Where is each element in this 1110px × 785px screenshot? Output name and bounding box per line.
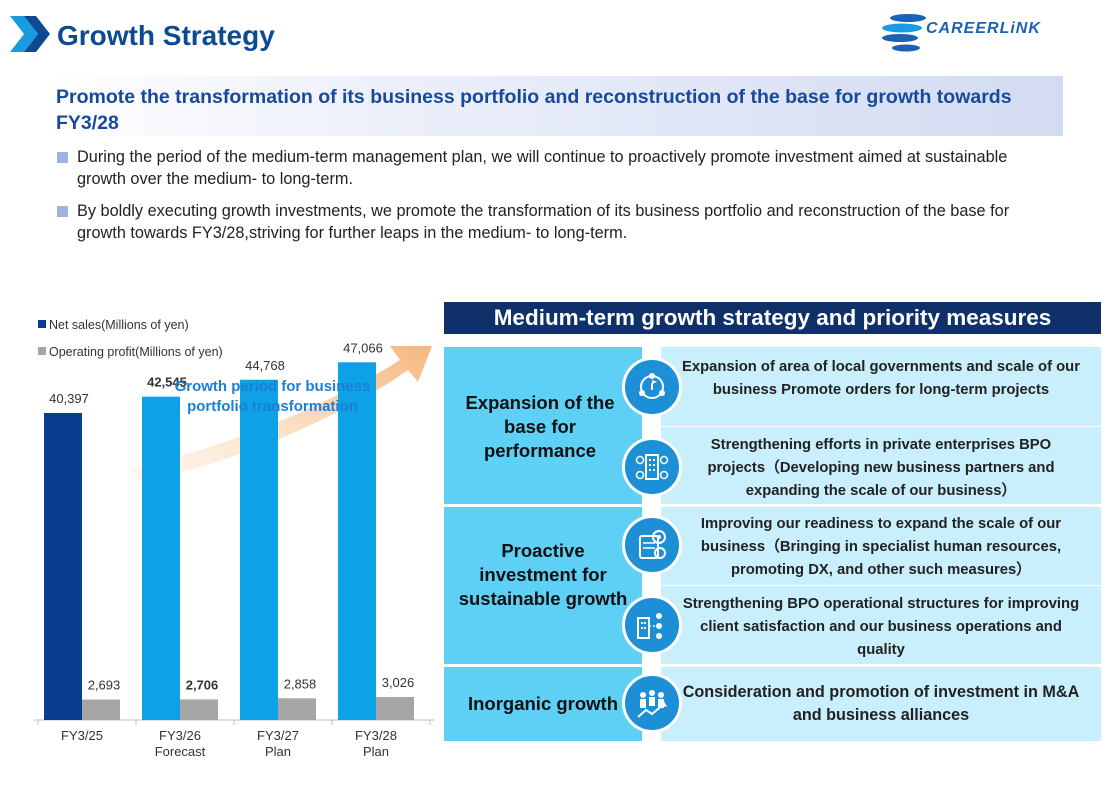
x-tick-sublabel: Plan: [363, 744, 389, 759]
bar-net-sales: [338, 362, 376, 720]
dx-gear-icon-glyph: [639, 530, 666, 559]
legend-operating-profit: Operating profit(Millions of yen): [38, 345, 223, 359]
x-tick-sublabel: Plan: [265, 744, 291, 759]
bar-net-sales: [44, 412, 82, 720]
group-inorganic: Inorganic growth: [444, 667, 642, 741]
measure-text: Consideration and promotion of investmen…: [682, 683, 1080, 724]
legend-label: Operating profit(Millions of yen): [49, 345, 223, 359]
chart-canvas: 40,397 2,693 FY3/25 42,545 2,706 FY3/26Foreca…: [34, 340, 434, 759]
data-label-net-sales: 40,397: [49, 391, 89, 406]
bar-operating-profit: [180, 699, 218, 720]
network-icon-glyph: [639, 373, 665, 399]
legend-swatch: [38, 347, 46, 355]
bar-operating-profit: [82, 699, 120, 720]
team-growth-icon: [622, 673, 682, 733]
measure-item: Strengthening efforts in private enterpr…: [661, 427, 1101, 504]
x-tick-label: FY3/25: [61, 728, 103, 743]
operations-icon-glyph: [637, 613, 662, 639]
enterprise-icon-glyph: [635, 454, 669, 480]
group-title: Inorganic growth: [467, 693, 619, 714]
x-tick-sublabel: Forecast: [155, 744, 206, 759]
legend-net-sales: Net sales(Millions of yen): [38, 318, 189, 332]
data-label-net-sales: 47,066: [343, 340, 383, 355]
data-label-net-sales: 42,545: [147, 375, 187, 390]
logo-text: CAREERLiNK: [926, 20, 1041, 37]
bar-operating-profit: [376, 697, 414, 720]
bullet-text: During the period of the medium-term man…: [77, 148, 1008, 188]
team-growth-icon-glyph: [637, 690, 667, 718]
logo-icon: [882, 14, 926, 52]
measure-text: Strengthening BPO operational structures…: [682, 596, 1080, 658]
bar-net-sales: [240, 379, 278, 720]
measure-text: Expansion of area of local governments a…: [682, 359, 1080, 398]
bullet-text: By boldly executing growth investments, …: [77, 202, 1010, 242]
chevron-right-icon: [10, 16, 50, 52]
strategy-header: Medium-term growth strategy and priority…: [444, 302, 1101, 334]
operations-icon: [622, 595, 682, 655]
bullet-square-icon: [57, 206, 68, 217]
measure-item: Expansion of area of local governments a…: [661, 347, 1101, 426]
subtitle: Promote the transformation of its busine…: [56, 86, 1012, 134]
measure-item: Improving our readiness to expand the sc…: [661, 507, 1101, 585]
legend-swatch: [38, 320, 46, 328]
bar-net-sales: [142, 396, 180, 720]
data-label-operating-profit: 2,706: [186, 677, 219, 692]
data-label-operating-profit: 3,026: [382, 675, 415, 690]
group-expansion: Expansion of the base for performance: [444, 347, 642, 504]
sales-chart: 40,397 2,693 FY3/25 42,545 2,706 FY3/26 Foreca…: [30, 300, 440, 770]
subtitle-band: Promote the transformation of its busine…: [44, 76, 1063, 136]
strategy-header-text: Medium-term growth strategy and priority…: [493, 305, 1052, 330]
x-tick-label: FY3/28: [355, 728, 397, 743]
network-icon: [622, 357, 682, 417]
group-investment: Proactive investment for sustainable gro…: [444, 507, 642, 664]
page-title: Growth Strategy: [57, 20, 275, 51]
measure-text: Strengthening efforts in private enterpr…: [707, 437, 1055, 499]
x-tick-label: FY3/26: [159, 728, 201, 743]
group-title: Expansion of the base for performance: [465, 392, 615, 461]
legend-label: Net sales(Millions of yen): [49, 318, 189, 332]
group-title: Proactive investment for sustainable gro…: [458, 540, 628, 609]
measure-item: Strengthening BPO operational structures…: [661, 586, 1101, 664]
data-label-net-sales: 44,768: [245, 358, 285, 373]
bullet-item: During the period of the medium-term man…: [56, 146, 1056, 190]
bullet-square-icon: [57, 152, 68, 163]
dx-gear-icon: [622, 515, 682, 575]
growth-annotation: Growth period for business portfolio tra…: [174, 378, 371, 415]
enterprise-icon: [622, 437, 682, 497]
data-label-operating-profit: 2,693: [88, 678, 121, 693]
data-label-operating-profit: 2,858: [284, 676, 317, 691]
measure-item: Consideration and promotion of investmen…: [661, 667, 1101, 741]
measure-text: Improving our readiness to expand the sc…: [700, 516, 1062, 578]
bar-operating-profit: [278, 698, 316, 720]
bullet-item: By boldly executing growth investments, …: [56, 200, 1056, 244]
logo: CAREERLiNK: [878, 8, 1068, 60]
x-tick-label: FY3/27: [257, 728, 299, 743]
